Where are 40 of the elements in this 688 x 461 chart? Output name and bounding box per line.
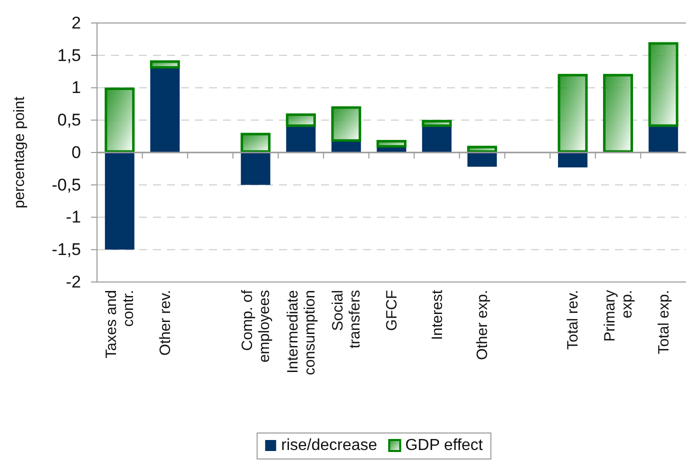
bar: [240, 132, 271, 153]
bar: [150, 68, 180, 152]
bar: [286, 126, 316, 152]
y-tick-label: 1,5: [57, 46, 81, 65]
bar: [648, 42, 678, 127]
bar: [467, 152, 497, 167]
y-tick-label: -2: [66, 272, 81, 292]
bar: [240, 152, 270, 185]
bar: [286, 113, 316, 127]
y-tick-label: 0,5: [57, 110, 81, 130]
y-tick-label: 0: [72, 142, 81, 162]
bar: [422, 120, 452, 127]
bar: [150, 60, 180, 69]
bar: [331, 106, 362, 142]
x-tick-label: Other exp.: [474, 290, 492, 360]
x-tick-label: Other rev.: [156, 290, 174, 356]
y-tick-label: -1: [66, 208, 81, 227]
legend-label: GDP effect: [405, 437, 484, 454]
x-tick-label: Comp. of employees: [239, 289, 274, 363]
bar: [558, 152, 588, 168]
bar: [603, 74, 634, 153]
bar: [422, 126, 452, 152]
y-tick-label: -0,5: [52, 175, 81, 194]
legend-label: rise/decrease: [281, 437, 378, 454]
x-tick-label: GFCF: [384, 290, 400, 331]
x-tick-label: Primary exp.: [602, 290, 636, 342]
bar: [648, 126, 678, 152]
x-tick-label: Interest: [428, 289, 446, 340]
bar: [104, 152, 134, 250]
x-tick-label: Taxes and contr.: [103, 290, 138, 358]
bar: [558, 74, 588, 153]
x-tick-label: Total exp.: [655, 290, 672, 354]
y-tick-label: 1: [72, 78, 81, 98]
bar: [331, 141, 361, 152]
y-tick-label: 2: [72, 13, 81, 32]
bar: [376, 140, 406, 148]
bar: [104, 88, 135, 153]
y-tick-label: -1,5: [52, 240, 81, 260]
x-tick-label: Total rev.: [564, 290, 582, 350]
y-axis-title: percentage point: [11, 96, 28, 208]
